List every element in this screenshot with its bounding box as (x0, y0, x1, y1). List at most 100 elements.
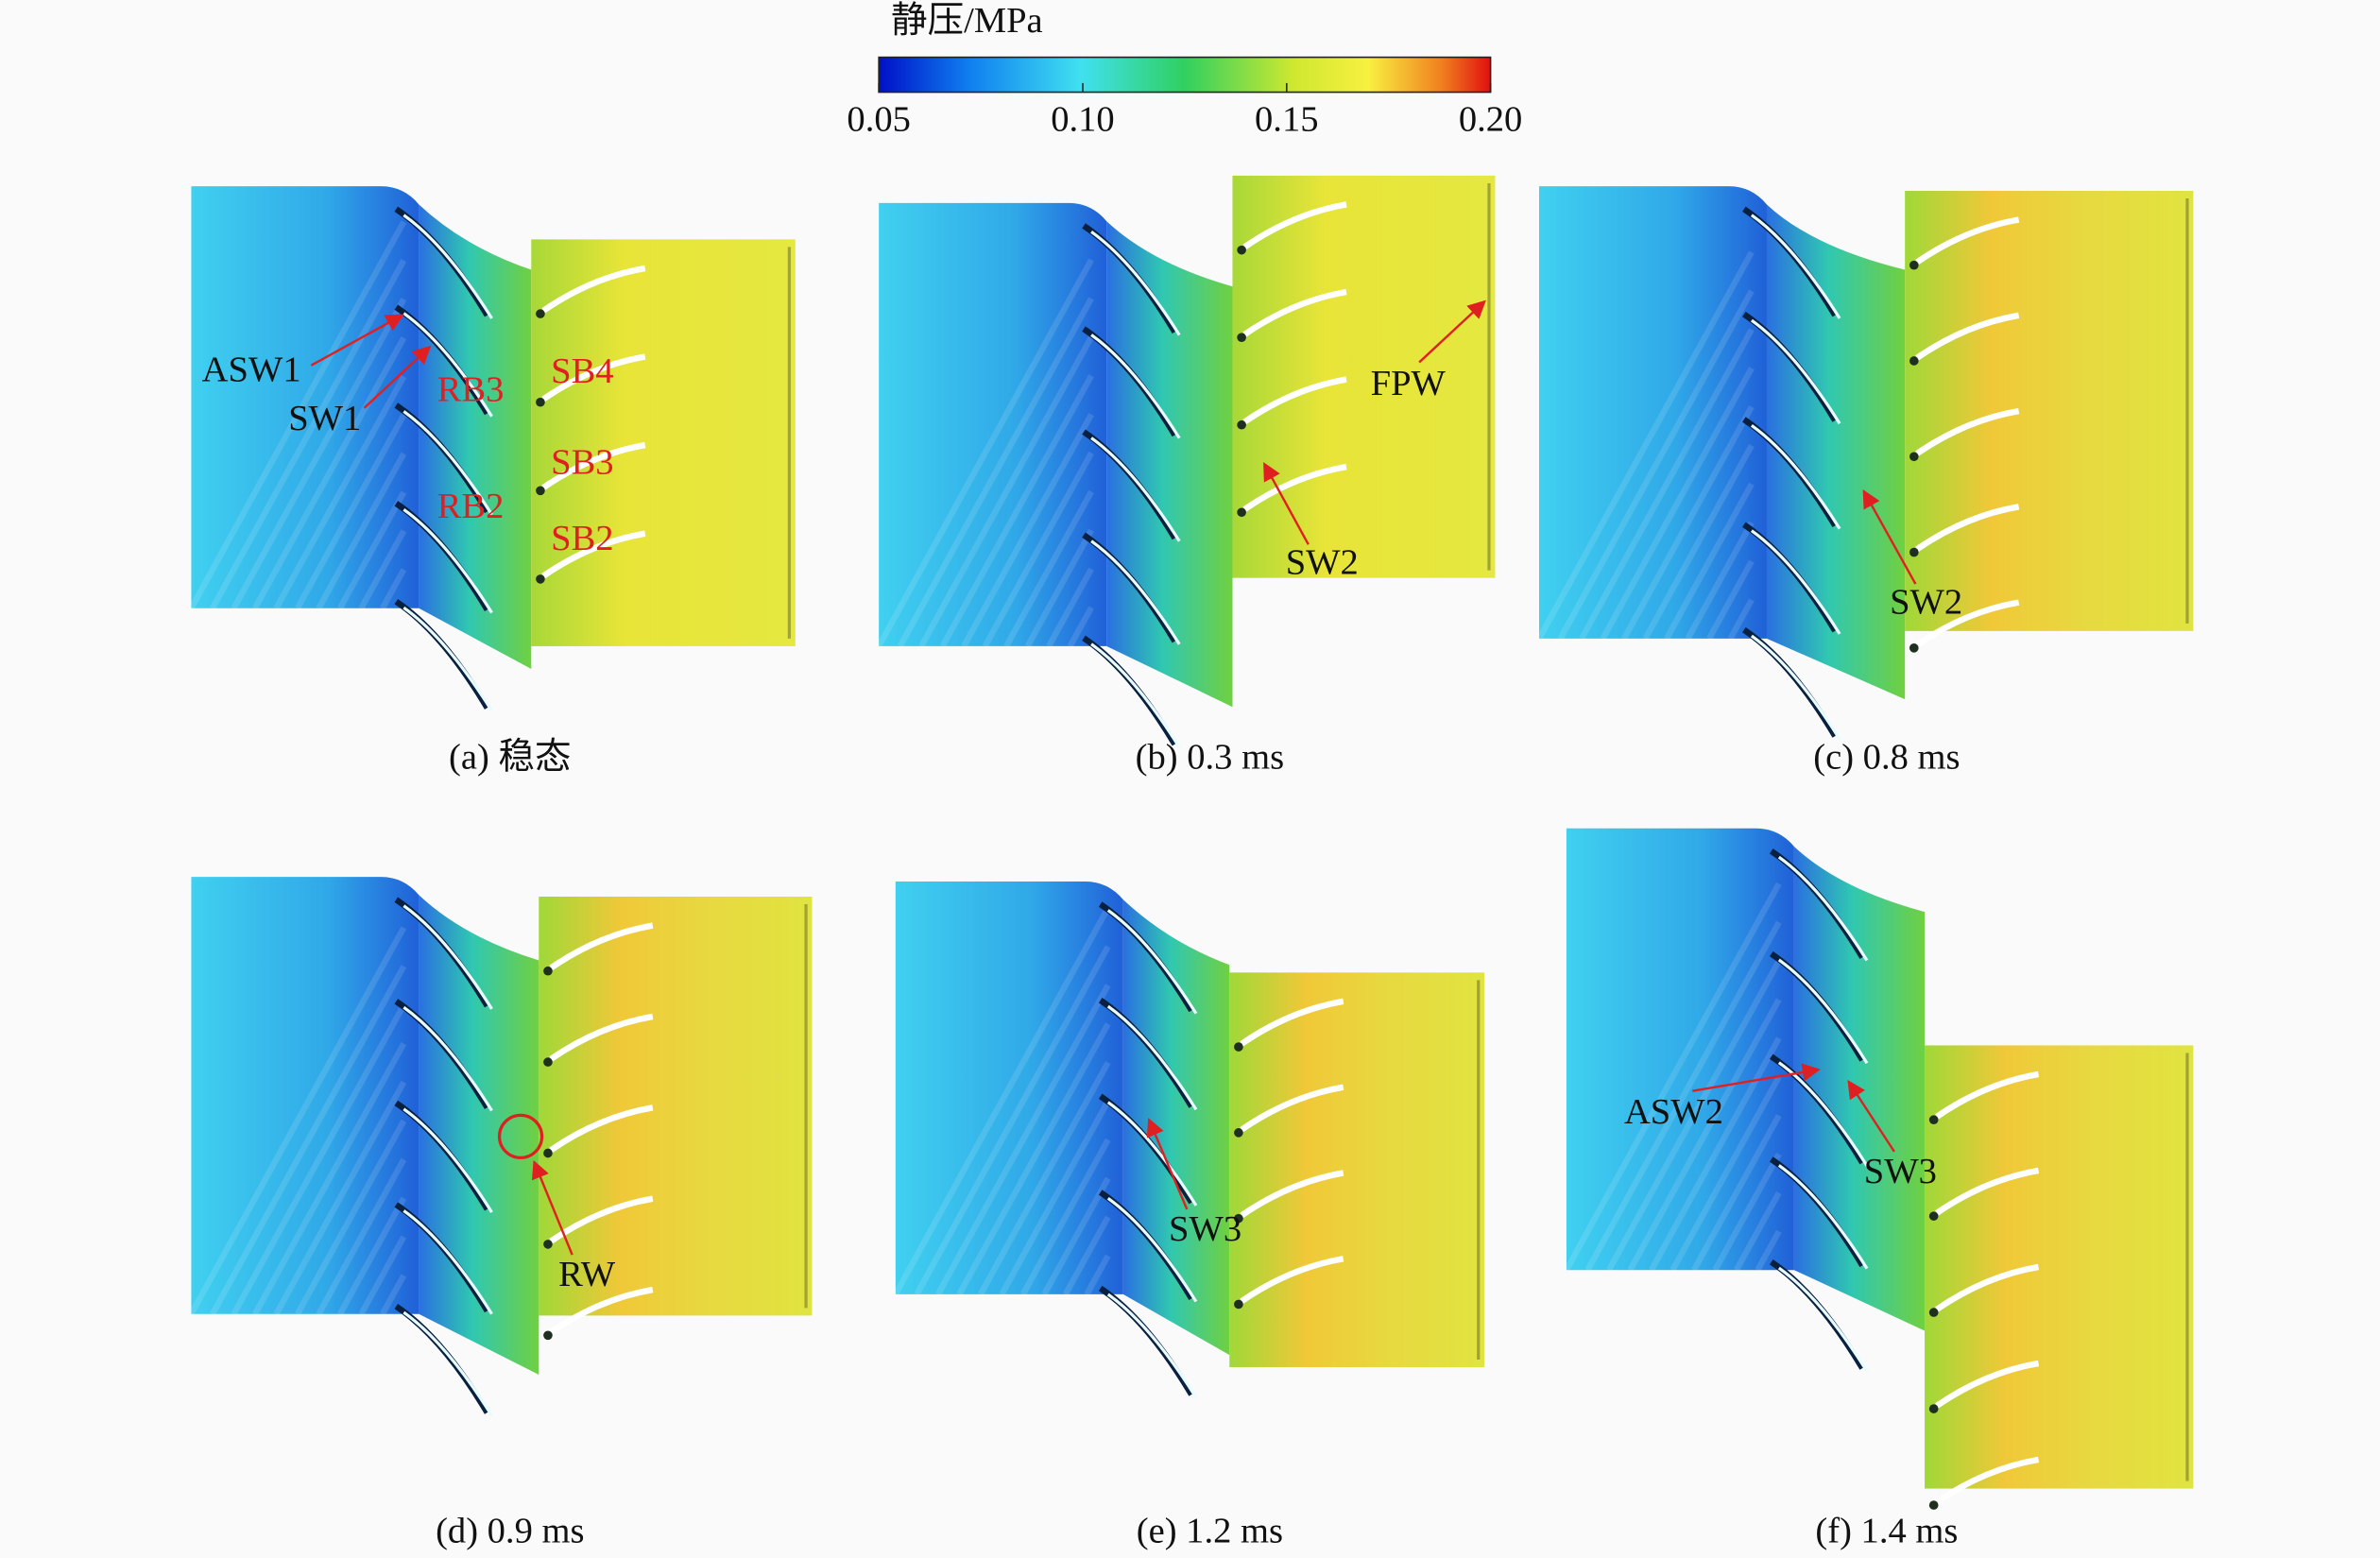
blade-wake (1237, 333, 1246, 343)
inlet-stripe (1776, 1268, 1846, 1388)
inlet-stripe (1104, 1293, 1154, 1374)
inlet-stripe (1062, 1215, 1111, 1296)
inlet-stripe (1088, 644, 1137, 726)
blade-wake (543, 1330, 553, 1341)
annotation-circle (497, 1113, 544, 1159)
inlet-stripe (1584, 920, 1782, 1272)
rotor-blade-edge (1090, 539, 1181, 645)
outlet-region (539, 897, 813, 1316)
inlet-stripe (1088, 644, 1116, 687)
inlet-stripe (999, 1099, 1111, 1296)
stator-blade (549, 1286, 654, 1335)
inlet-stripe (1706, 559, 1755, 641)
blade-wake (543, 1148, 553, 1158)
blade-wake (536, 574, 545, 584)
rotor-blade-edge (1777, 1164, 1869, 1270)
rotor-blade-edge (1106, 1293, 1198, 1399)
inlet-stripe (1084, 1254, 1111, 1296)
inlet-stripe (1579, 328, 1755, 641)
annotation-label: SW3 (1169, 1209, 1241, 1249)
inlet-stripe (918, 335, 1094, 648)
annotation-arrow (1418, 300, 1486, 364)
rotor-blade-edge (1777, 1061, 1869, 1167)
stator-blade (1240, 1256, 1344, 1304)
contour-panel (1536, 186, 2194, 757)
inlet-stripe (337, 1196, 407, 1316)
inlet-stripe (897, 297, 1094, 648)
rotor-blade-edge (1106, 1004, 1198, 1111)
contour-panel (876, 175, 1496, 764)
stator-blade (1935, 1456, 2040, 1505)
inlet-stripe (401, 607, 450, 688)
blade-wake (1909, 452, 1919, 462)
colorbar-tick-label: 0.10 (1051, 100, 1114, 140)
inlet-region (191, 186, 419, 608)
stator-blade (541, 530, 646, 579)
inlet-stripe (295, 1119, 407, 1316)
inlet-stripe (1749, 637, 1819, 757)
inlet-stripe (188, 220, 407, 610)
inlet-stripe (935, 984, 1111, 1296)
rotor-blade-edge (1090, 642, 1181, 748)
colorbar (878, 56, 1492, 94)
blade-wake (1234, 1299, 1243, 1310)
blade-wake (1234, 1128, 1243, 1138)
blade-wake (1237, 419, 1246, 430)
outlet-region (1905, 190, 2194, 631)
inlet-stripe (1749, 637, 1797, 718)
inlet-stripe (1019, 1138, 1111, 1296)
stator-blade (1242, 463, 1347, 512)
annotation-label: SW2 (1286, 543, 1359, 583)
panel-caption: (f) 1.4 ms (1815, 1512, 1958, 1551)
inlet-stripe (1536, 250, 1755, 641)
inlet-stripe (1046, 567, 1094, 648)
inlet-region (879, 202, 1107, 646)
rotor-blade-edge (402, 1209, 493, 1315)
inlet-stripe (231, 298, 407, 610)
inlet-stripe (337, 490, 407, 610)
rotor-blade-edge (1777, 958, 1869, 1065)
stator-blade (1915, 407, 2020, 456)
rotor-blade-edge (402, 606, 493, 712)
stator-blade (1935, 1070, 2040, 1120)
colorbar-tick-label: 0.20 (1459, 100, 1522, 140)
annotation-label: ASW2 (1624, 1092, 1723, 1132)
contour-panel (893, 881, 1485, 1412)
stator-blade (1915, 216, 2020, 265)
blade-wake (536, 486, 545, 496)
inlet-stripe (893, 906, 1111, 1296)
blade-wake (1237, 507, 1246, 518)
annotation-arrow (1847, 1079, 1895, 1153)
stator-blade (1915, 599, 2020, 648)
rotor-blade-edge (402, 1310, 493, 1417)
annotation-label: SW3 (1864, 1152, 1937, 1191)
rotor-blade-edge (1090, 334, 1181, 439)
inlet-stripe (1755, 1229, 1782, 1272)
inlet-stripe (1664, 482, 1755, 641)
rotor-blade-edge (402, 410, 493, 516)
blade-wake (1909, 642, 1919, 653)
stator-blade (1935, 1360, 2040, 1409)
inlet-region (191, 877, 419, 1314)
inlet-stripe (1712, 1152, 1782, 1272)
annotation-label: SW2 (1890, 582, 1962, 622)
annotation-label: SB2 (551, 519, 613, 558)
inlet-stripe (1776, 1268, 1824, 1349)
contour-panel (188, 186, 796, 726)
contour-panel (188, 877, 813, 1432)
inlet-stripe (956, 1022, 1111, 1296)
annotation-label: SB4 (551, 351, 613, 391)
stator-blade (549, 922, 654, 971)
outlet-region (1925, 1045, 2194, 1489)
inlet-stripe (1041, 1176, 1111, 1296)
rotor-blade-edge (1750, 424, 1841, 530)
inlet-stripe (1067, 606, 1094, 648)
stator-blade (1935, 1263, 2040, 1312)
rotor-blade-edge (1106, 1197, 1198, 1303)
inlet-stripe (316, 452, 407, 610)
rotor-blade-edge (402, 904, 493, 1010)
annotation-label: RB2 (437, 487, 505, 526)
blade-wake (1234, 1042, 1243, 1052)
rotor-blade-edge (1750, 318, 1841, 425)
